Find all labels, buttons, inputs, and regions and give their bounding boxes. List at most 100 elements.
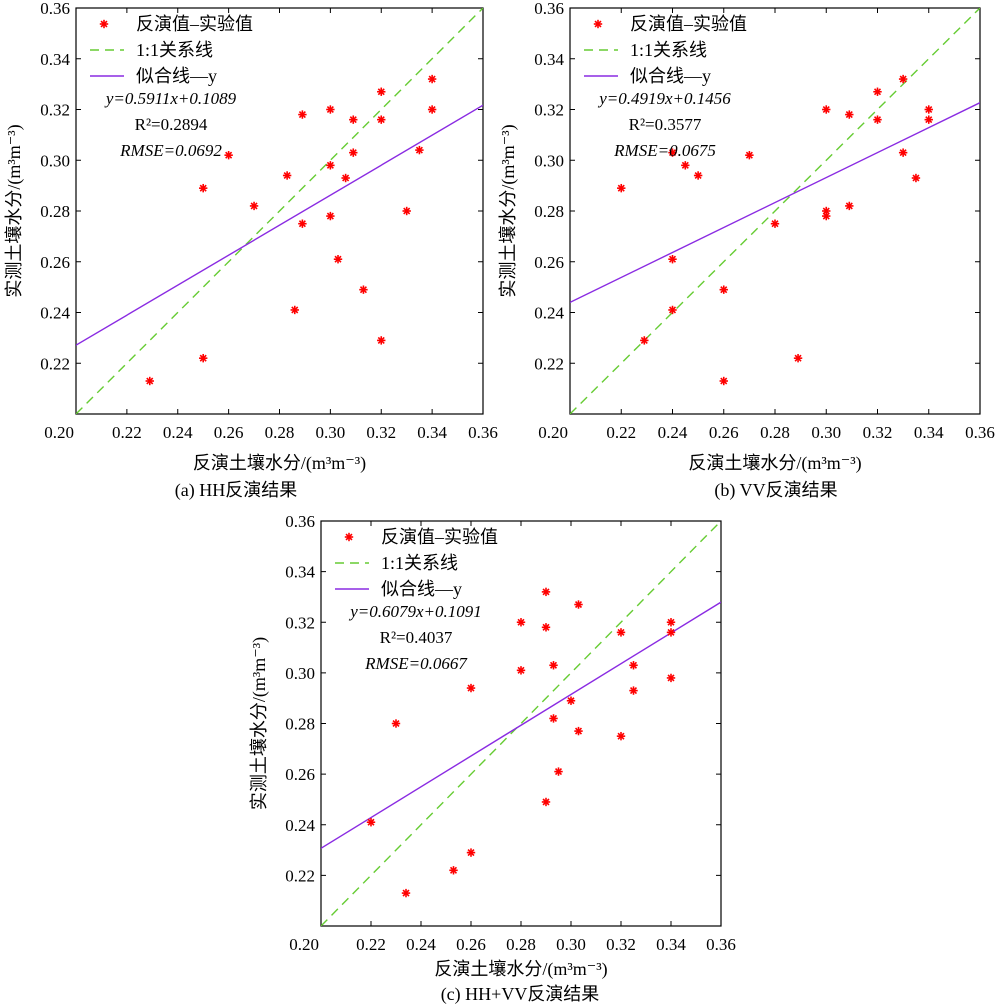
- data-point: [516, 666, 526, 675]
- data-point: [366, 818, 376, 827]
- data-point: [719, 376, 728, 386]
- data-point: [466, 683, 476, 693]
- data-point: [249, 201, 259, 211]
- data-point: [719, 285, 728, 294]
- data-point: [198, 353, 208, 363]
- data-point: [402, 206, 411, 216]
- data-point: [666, 673, 676, 683]
- y-axis-title: 实测土壤水分/(m³m⁻³): [498, 124, 519, 297]
- data-point: [391, 719, 401, 728]
- x-tick-label: 0.28: [265, 423, 295, 442]
- legend-label: 似合线—y: [630, 66, 711, 86]
- data-point: [341, 173, 350, 183]
- x-tick-label: 0.22: [606, 423, 636, 442]
- legend-label: 1:1关系线: [630, 40, 707, 60]
- y-tick-label: 0.26: [285, 765, 315, 784]
- data-point: [924, 105, 933, 114]
- panel-c: 0.22 0.24 0.26 0.28 0.30 0.32 0.34 0.36 0.20 0.22…: [249, 512, 736, 1005]
- one-to-one-line: [76, 8, 483, 414]
- y-tick-label: 0.20: [538, 423, 568, 442]
- x-tick-label: 0.32: [606, 935, 636, 954]
- legend-marker-points: [593, 19, 603, 29]
- data-point: [298, 110, 307, 119]
- x-tick-label: 0.22: [112, 423, 142, 442]
- legend-label: 似合线—y: [136, 66, 217, 86]
- y-tick-label: 0.30: [40, 151, 70, 170]
- data-point: [668, 305, 677, 315]
- data-point: [873, 115, 882, 124]
- data-point: [745, 150, 754, 160]
- fit-line: [570, 102, 980, 304]
- y-tick-label: 0.22: [40, 354, 70, 373]
- data-point: [693, 171, 703, 180]
- data-point: [549, 714, 558, 723]
- y-tick-label: 0.36: [534, 0, 564, 18]
- x-axis-title: 反演土壤水分/(m³m⁻³): [434, 959, 607, 980]
- data-point: [629, 686, 638, 695]
- x-tick-label: 0.30: [556, 935, 586, 954]
- data-point: [629, 661, 638, 670]
- data-point: [224, 150, 233, 160]
- legend-label: 反演值–实验值: [381, 527, 498, 547]
- x-tick-label: 0.24: [658, 423, 688, 442]
- r-squared: R²=0.2894: [135, 115, 208, 134]
- one-to-one-line: [321, 521, 721, 926]
- data-point: [822, 105, 831, 114]
- data-point: [873, 87, 882, 96]
- x-tick-label: 0.34: [417, 423, 447, 442]
- data-point: [668, 148, 677, 157]
- x-tick-label: 0.32: [366, 423, 396, 442]
- y-tick-label: 0.20: [289, 935, 319, 954]
- data-point: [770, 219, 780, 228]
- x-tick-label: 0.26: [456, 935, 486, 954]
- data-point: [898, 148, 908, 157]
- x-tick-label: 0.26: [214, 423, 244, 442]
- data-point: [466, 848, 476, 857]
- data-point: [326, 105, 335, 114]
- data-point: [541, 797, 551, 807]
- data-point: [298, 219, 307, 228]
- data-point: [822, 211, 831, 221]
- y-tick-label: 0.34: [285, 563, 315, 582]
- data-point: [145, 376, 154, 386]
- x-tick-label: 0.36: [468, 423, 498, 442]
- data-point: [911, 173, 921, 183]
- r-squared: R²=0.3577: [629, 115, 702, 134]
- data-point: [282, 171, 292, 180]
- rmse: RMSE=0.0667: [364, 654, 468, 673]
- data-point: [549, 661, 558, 670]
- y-tick-label: 0.26: [534, 253, 564, 272]
- x-tick-label: 0.34: [656, 935, 686, 954]
- data-point: [377, 115, 386, 124]
- panel-caption: (b) VV反演结果: [714, 480, 837, 501]
- data-point: [845, 201, 854, 211]
- data-point: [401, 888, 411, 898]
- y-tick-label: 0.28: [534, 202, 564, 221]
- y-tick-label: 0.20: [44, 423, 74, 442]
- x-tick-label: 0.22: [356, 935, 386, 954]
- panel-b: 0.22 0.24 0.26 0.28 0.30 0.32 0.34 0.36 0.20 0.22…: [498, 0, 995, 501]
- one-to-one-line: [570, 8, 980, 414]
- data-point: [574, 726, 583, 736]
- data-point: [574, 600, 583, 609]
- data-point: [845, 110, 854, 119]
- data-point: [566, 696, 576, 705]
- panel-a: 0.22 0.24 0.26 0.28 0.30 0.32 0.34 0.36 0.20 0.22…: [4, 0, 498, 501]
- y-tick-label: 0.32: [534, 101, 564, 120]
- data-point: [349, 148, 358, 157]
- fit-equation: y=0.6079x+0.1091: [348, 602, 482, 621]
- y-tick-label: 0.24: [40, 304, 70, 323]
- legend-label: 似合线—y: [381, 579, 462, 599]
- x-axis-title: 反演土壤水分/(m³m⁻³): [193, 453, 366, 474]
- y-tick-label: 0.32: [285, 613, 315, 632]
- y-tick-label: 0.26: [40, 253, 70, 272]
- data-point: [668, 255, 677, 264]
- data-point: [198, 183, 208, 193]
- legend-label: 1:1关系线: [381, 553, 458, 573]
- y-axis-title: 实测土壤水分/(m³m⁻³): [4, 124, 25, 297]
- x-tick-label: 0.30: [316, 423, 346, 442]
- y-tick-label: 0.36: [40, 0, 70, 18]
- data-point: [681, 161, 690, 170]
- y-tick-label: 0.36: [285, 512, 315, 531]
